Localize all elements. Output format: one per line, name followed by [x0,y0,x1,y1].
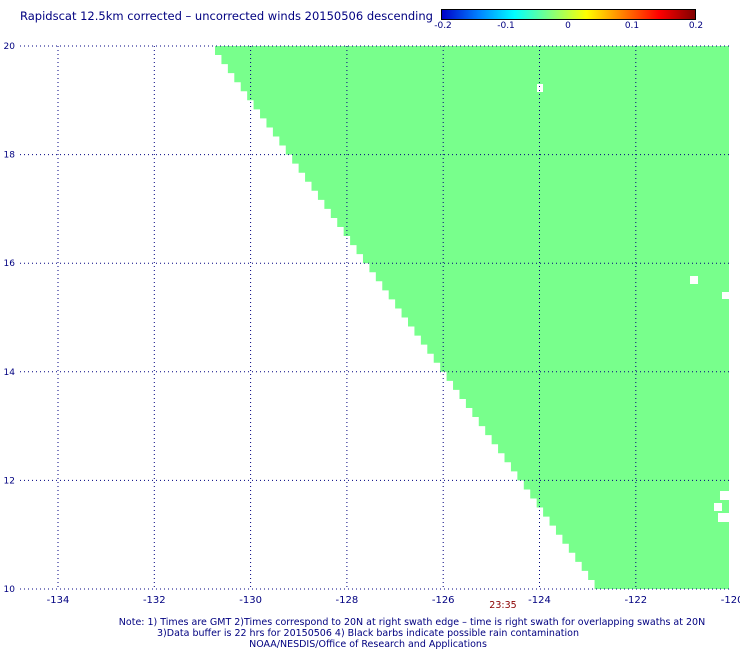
latitude-label: 14 [4,368,16,378]
data-gap [720,491,729,500]
data-gap [722,292,729,299]
latitude-label: 16 [4,259,16,269]
swath-coverage [215,46,729,589]
swath-area [215,46,729,589]
lat-lon-grid [20,45,729,590]
longitude-label: -128 [336,595,359,606]
data-gap [718,513,729,522]
colorbar-tick: -0.2 [434,21,452,31]
longitude-label: -124 [528,595,551,606]
latitude-label: 12 [4,476,15,486]
colorbar [441,9,696,20]
note-line-3: NOAA/NESDIS/Office of Research and Appli… [249,639,487,650]
data-gap [537,84,543,92]
data-gap [714,503,722,511]
longitude-label: -120 [721,595,740,606]
map-title: Rapidscat 12.5km corrected – uncorrected… [20,9,433,23]
pass-time-label: 23:35 [489,600,517,611]
missing-data-gaps [537,84,729,522]
colorbar-tick: 0.1 [624,21,640,31]
colorbar-tick: 0.2 [688,21,704,31]
latitude-label: 18 [4,151,16,161]
latitude-label: 20 [4,42,16,52]
longitude-label: -126 [432,595,455,606]
longitude-label: -130 [239,595,262,606]
data-gap [690,276,698,284]
latitude-label: 10 [4,585,16,595]
colorbar-tick: -0.1 [497,21,515,31]
note-line-2: 3)Data buffer is 22 hrs for 20150506 4) … [157,628,579,639]
longitude-label: -122 [624,595,647,606]
longitude-label: -134 [47,595,70,606]
axis-labels: -134 -132 -130 -128 -126 -124 -122 -120 20 18 16 14… [4,42,740,606]
note-line-1: Note: 1) Times are GMT 2)Times correspon… [118,617,706,628]
colorbar-tick: 0 [565,21,571,31]
longitude-label: -132 [143,595,166,606]
